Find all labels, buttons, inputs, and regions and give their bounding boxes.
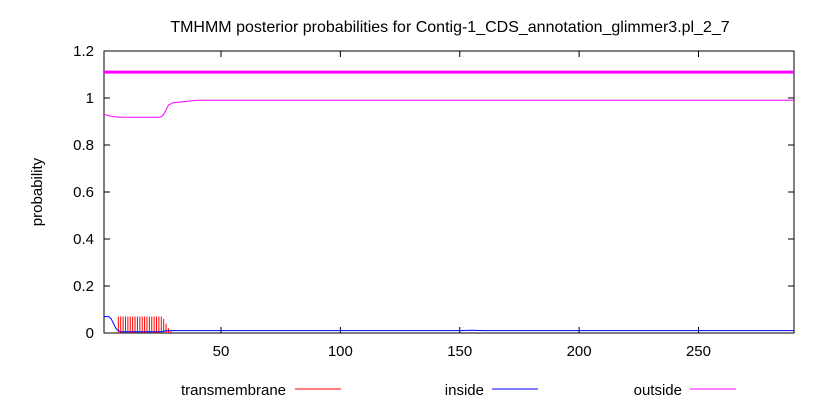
series-layer <box>103 70 794 333</box>
y-axis-label: probability <box>29 157 46 226</box>
y-tick-label: 1 <box>86 90 94 107</box>
series-line-inside <box>104 316 794 333</box>
x-tick-label: 50 <box>213 343 230 360</box>
y-tick-label: 0.6 <box>73 184 94 201</box>
y-tick-label: 0.8 <box>73 137 94 154</box>
y-axis: 0 0.2 0.4 0.6 0.8 1 1.2 <box>73 43 794 342</box>
x-tick-label: 100 <box>328 343 353 360</box>
y-tick-label: 1.2 <box>73 43 94 60</box>
x-tick-label: 250 <box>686 343 711 360</box>
x-tick-label: 200 <box>567 343 592 360</box>
x-tick-label: 150 <box>447 343 472 360</box>
plot-area <box>103 50 795 334</box>
y-tick-label: 0.2 <box>73 278 94 295</box>
legend-label-inside: inside <box>445 382 484 399</box>
legend-label-outside: outside <box>634 382 682 399</box>
chart-title: TMHMM posterior probabilities for Contig… <box>170 19 729 36</box>
series-line-outside <box>103 99 794 118</box>
legend: transmembrane inside outside <box>181 382 736 399</box>
y-tick-label: 0.4 <box>73 231 94 248</box>
x-axis: 50 100 150 200 250 <box>213 51 711 360</box>
legend-label-transmembrane: transmembrane <box>181 382 286 399</box>
y-tick-label: 0 <box>86 325 94 342</box>
